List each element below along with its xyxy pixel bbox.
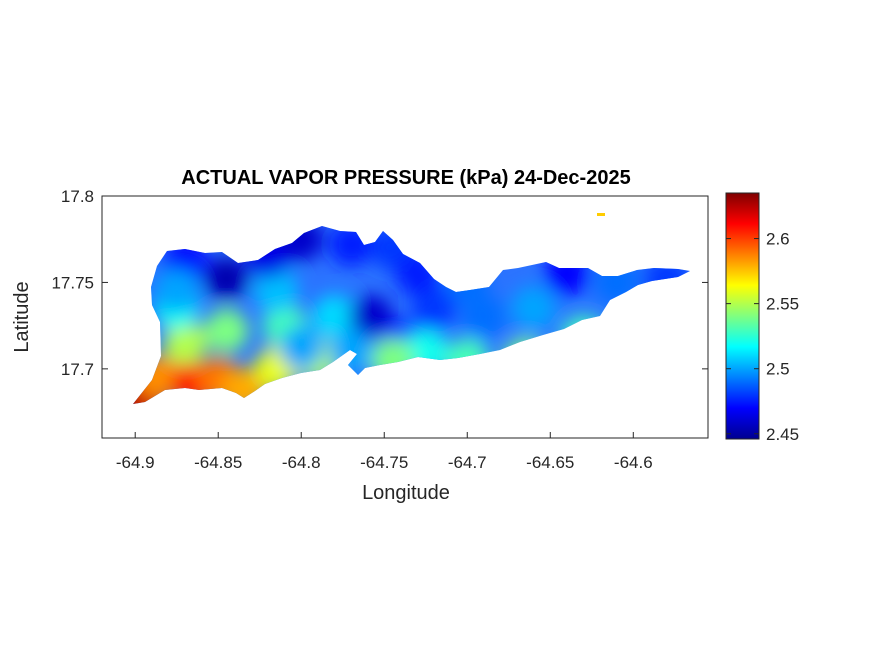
field-sample-point xyxy=(204,256,249,301)
colorbar-tick-label: 2.55 xyxy=(766,295,799,314)
field-sample-point xyxy=(544,251,589,296)
x-tick-label: -64.75 xyxy=(360,453,408,472)
field-sample-point xyxy=(279,226,324,262)
plot-axes-box xyxy=(101,195,709,439)
x-tick-label: -64.9 xyxy=(116,453,155,472)
field-sample-point xyxy=(445,338,490,383)
x-tick-label: -64.6 xyxy=(614,453,653,472)
field-sample-point xyxy=(511,286,556,331)
field-sample-point xyxy=(154,269,199,314)
colorbar-ticks: 2.45 2.5 2.55 2.6 xyxy=(726,230,799,444)
colorbar-tick-label: 2.5 xyxy=(766,360,790,379)
field-sample-point xyxy=(370,338,415,383)
field-sample-point xyxy=(395,251,440,296)
field-sample-point xyxy=(279,326,324,371)
field-sample-point xyxy=(329,329,374,374)
x-tick-label: -64.65 xyxy=(526,453,574,472)
field-sample-point xyxy=(503,338,548,383)
field-sample-point xyxy=(312,295,357,339)
field-sample-point xyxy=(561,315,606,360)
y-tick-label: 17.7 xyxy=(61,360,94,379)
x-tick-label: -64.8 xyxy=(282,453,321,472)
field-sample-point xyxy=(594,260,639,305)
field-sample-point xyxy=(254,269,299,314)
field-sample-point xyxy=(644,256,689,301)
colorbar-tick-label: 2.6 xyxy=(766,230,790,249)
x-axis-ticks: -64.9 -64.85 -64.8 -64.75 -64.7 -64.65 -64.6 xyxy=(116,432,653,472)
y-axis-ticks: 17.7 17.75 17.8 xyxy=(51,187,708,379)
field-sample-point xyxy=(445,260,490,305)
y-tick-label: 17.75 xyxy=(51,273,94,292)
y-axis-label: Latitude xyxy=(11,281,33,352)
colorbar-tick-label: 2.45 xyxy=(766,425,799,444)
colorbar-gradient xyxy=(725,192,760,440)
field-sample-point xyxy=(461,295,506,339)
colorbar: 2.45 2.5 2.55 2.6 xyxy=(725,192,799,444)
chart-title: ACTUAL VAPOR PRESSURE (kPa) 24-Dec-2025 xyxy=(181,167,630,189)
offshore-islet xyxy=(597,213,605,216)
vapor-pressure-heatmap xyxy=(133,226,690,404)
field-sample-point xyxy=(348,295,393,339)
field-sample-point xyxy=(204,308,249,353)
field-sample-point xyxy=(412,286,457,331)
field-sample-point xyxy=(163,320,208,365)
y-tick-label: 17.8 xyxy=(61,187,94,206)
x-axis-label: Longitude xyxy=(362,482,450,504)
x-tick-label: -64.7 xyxy=(448,453,487,472)
field-sample-point xyxy=(246,234,291,279)
field-sample-point xyxy=(329,226,374,267)
x-tick-label: -64.85 xyxy=(194,453,242,472)
